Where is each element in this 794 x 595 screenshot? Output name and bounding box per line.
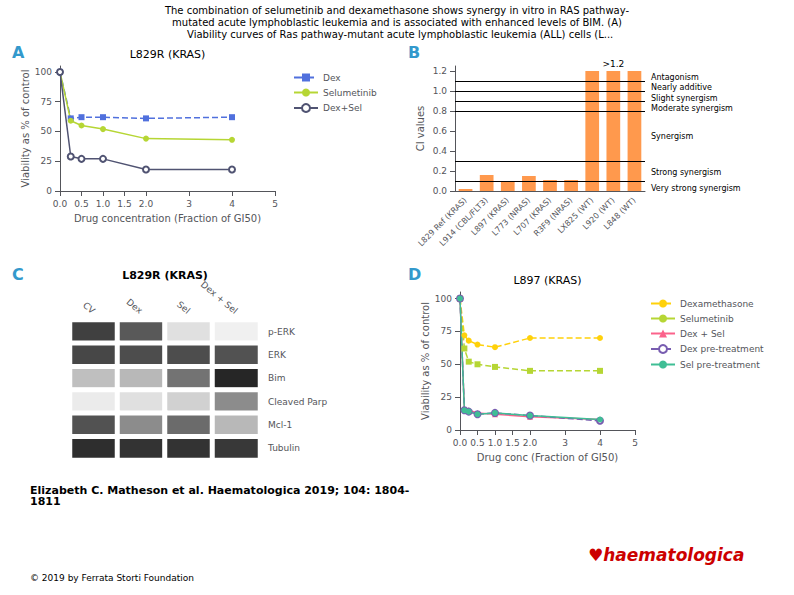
svg-text:3: 3 — [186, 199, 192, 209]
svg-text:75: 75 — [41, 97, 52, 107]
svg-text:L897 (KRAS): L897 (KRAS) — [513, 274, 581, 287]
svg-text:C: C — [12, 265, 24, 284]
svg-text:0.5: 0.5 — [470, 438, 484, 448]
svg-text:Dex: Dex — [323, 73, 341, 83]
svg-text:1.5: 1.5 — [117, 199, 131, 209]
svg-text:LX825 (WT): LX825 (WT) — [556, 195, 596, 236]
svg-text:Sel: Sel — [175, 299, 192, 316]
svg-text:2.0: 2.0 — [139, 199, 154, 209]
svg-text:0.0: 0.0 — [53, 199, 68, 209]
svg-text:Tubulin: Tubulin — [267, 443, 300, 453]
svg-text:100: 100 — [435, 294, 452, 304]
svg-text:Drug concentration (Fraction o: Drug concentration (Fraction of GI50) — [74, 213, 261, 224]
svg-text:L914 (CBL/FLT3): L914 (CBL/FLT3) — [437, 195, 490, 248]
svg-text:Bim: Bim — [268, 373, 285, 383]
svg-text:100: 100 — [35, 67, 52, 77]
svg-text:B: B — [408, 43, 420, 62]
svg-text:75: 75 — [441, 326, 452, 336]
svg-text:Dex + Sel: Dex + Sel — [680, 329, 725, 339]
svg-text:1811: 1811 — [30, 495, 61, 508]
svg-text:L848 (WT): L848 (WT) — [602, 196, 638, 232]
svg-text:2.0: 2.0 — [523, 438, 538, 448]
svg-text:L773 (NRAS): L773 (NRAS) — [490, 195, 533, 238]
svg-text:0.6: 0.6 — [433, 126, 448, 136]
svg-text:Dexamethasone: Dexamethasone — [680, 299, 754, 309]
svg-text:5: 5 — [272, 199, 278, 209]
svg-text:Dex+Sel: Dex+Sel — [323, 103, 362, 113]
svg-text:mutated acute lymphoblastic le: mutated acute lymphoblastic leukemia and… — [172, 17, 622, 28]
svg-text:Moderate synergism: Moderate synergism — [651, 104, 733, 113]
svg-text:Very strong synergism: Very strong synergism — [651, 184, 741, 193]
svg-text:1.5: 1.5 — [505, 438, 519, 448]
svg-text:0.8: 0.8 — [433, 106, 448, 116]
svg-text:Viability as % of control: Viability as % of control — [420, 302, 431, 420]
svg-text:0: 0 — [446, 425, 452, 435]
svg-text:Drug conc (Fraction of GI50): Drug conc (Fraction of GI50) — [477, 452, 619, 463]
svg-text:1.0: 1.0 — [488, 438, 503, 448]
svg-text:CV: CV — [81, 300, 98, 316]
svg-text:0.4: 0.4 — [433, 146, 448, 156]
svg-text:0: 0 — [46, 186, 52, 196]
svg-text:Mcl-1: Mcl-1 — [268, 420, 292, 430]
svg-text:© 2019 by Ferrata Storti Found: © 2019 by Ferrata Storti Foundation — [30, 573, 194, 583]
svg-text:♥haematologica: ♥haematologica — [588, 545, 744, 565]
svg-text:Strong synergism: Strong synergism — [651, 168, 721, 177]
svg-text:Cleaved Parp: Cleaved Parp — [268, 397, 328, 407]
svg-text:R3F9 (NRAS): R3F9 (NRAS) — [532, 195, 575, 239]
svg-text:50: 50 — [441, 359, 453, 369]
svg-text:Synergism: Synergism — [651, 132, 693, 141]
svg-text:The combination of selumetinib: The combination of selumetinib and dexam… — [164, 5, 630, 16]
svg-text:4: 4 — [597, 438, 603, 448]
svg-text:Selumetinib: Selumetinib — [680, 314, 734, 324]
svg-text:Elizabeth C. Matheson et al. H: Elizabeth C. Matheson et al. Haematologi… — [30, 484, 409, 497]
svg-text:L829R (KRAS): L829R (KRAS) — [122, 269, 208, 282]
svg-text:Dex: Dex — [125, 297, 145, 316]
svg-text:CI values: CI values — [415, 106, 426, 152]
svg-text:0.0: 0.0 — [453, 438, 468, 448]
svg-text:3: 3 — [562, 438, 568, 448]
svg-text:1.0: 1.0 — [433, 86, 448, 96]
svg-text:Dex pre-treatment: Dex pre-treatment — [680, 344, 764, 354]
svg-text:Antagonism: Antagonism — [651, 73, 699, 82]
svg-text:L707 (KRAS): L707 (KRAS) — [511, 195, 554, 238]
svg-text:Selumetinib: Selumetinib — [323, 88, 377, 98]
svg-text:4: 4 — [229, 199, 235, 209]
svg-text:50: 50 — [41, 126, 53, 136]
svg-text:L829 Ref (KRAS): L829 Ref (KRAS) — [416, 195, 469, 249]
svg-text:0.5: 0.5 — [74, 199, 88, 209]
svg-text:D: D — [408, 265, 421, 284]
svg-text:L897 (KRAS): L897 (KRAS) — [469, 195, 511, 238]
svg-text:L920 (WT): L920 (WT) — [581, 195, 617, 232]
svg-text:1.2: 1.2 — [433, 66, 447, 76]
svg-text:Dex + Sel: Dex + Sel — [199, 279, 240, 315]
svg-text:ERK: ERK — [268, 350, 287, 360]
svg-text:Viability as % of control: Viability as % of control — [20, 70, 31, 188]
svg-text:0.2: 0.2 — [433, 166, 447, 176]
svg-text:1.0: 1.0 — [96, 199, 111, 209]
svg-text:L829R (KRAS): L829R (KRAS) — [130, 48, 206, 61]
svg-text:A: A — [12, 43, 25, 62]
svg-text:0.0: 0.0 — [433, 186, 448, 196]
svg-text:Sel pre-treatment: Sel pre-treatment — [680, 360, 760, 370]
svg-text:25: 25 — [441, 392, 452, 402]
svg-text:p-ERK: p-ERK — [268, 327, 296, 337]
svg-text:5: 5 — [632, 438, 638, 448]
svg-text:Nearly additive: Nearly additive — [651, 83, 712, 92]
svg-text:25: 25 — [41, 156, 52, 166]
svg-text:Viability curves of Ras pathwa: Viability curves of Ras pathway-mutant a… — [181, 29, 614, 40]
svg-text:>1.2: >1.2 — [602, 59, 624, 69]
svg-text:Slight synergism: Slight synergism — [651, 94, 718, 103]
